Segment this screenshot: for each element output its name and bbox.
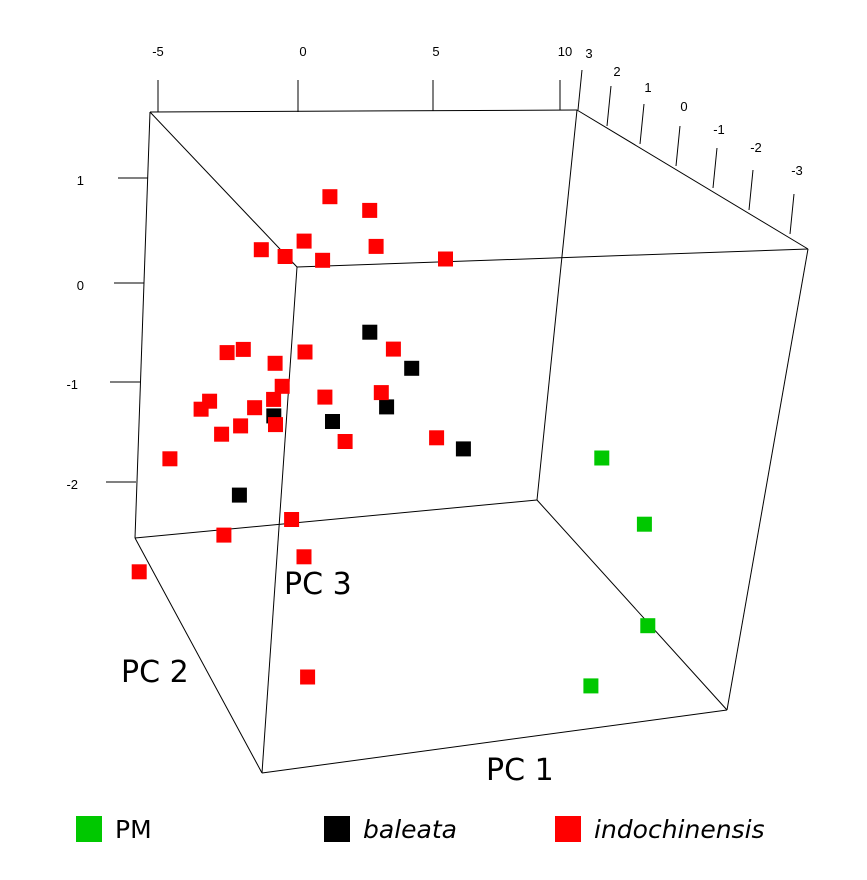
y-tick-mark (712, 147, 718, 189)
point-pm (594, 450, 610, 466)
point-indochinensis (385, 341, 401, 357)
tick-marks (106, 69, 795, 483)
box-edge (134, 111, 151, 539)
point-indochinensis (233, 418, 249, 434)
point-indochinensis (253, 242, 269, 258)
point-indochinensis (214, 426, 230, 442)
legend-swatch-pm (76, 816, 102, 842)
data-points (131, 189, 656, 694)
box-edge (149, 111, 298, 268)
point-indochinensis (193, 401, 209, 417)
point-indochinensis (296, 233, 312, 249)
point-indochinensis (162, 451, 178, 467)
point-indochinensis (235, 341, 251, 357)
point-pm (583, 678, 599, 694)
box-edge (134, 499, 538, 539)
y-tick-mark (606, 85, 612, 127)
y-tick-label: -1 (713, 122, 725, 137)
point-indochinensis (315, 252, 331, 268)
point-indochinensis (284, 512, 300, 527)
box-edge (536, 109, 578, 501)
point-indochinensis (277, 249, 293, 264)
point-indochinensis (266, 391, 282, 407)
point-baleata (455, 441, 471, 457)
point-indochinensis (368, 238, 384, 254)
point-indochinensis (362, 202, 378, 218)
axis-title-pc2: PC 2 (121, 655, 189, 690)
box-edge (576, 109, 809, 250)
y-tick-label: 1 (644, 80, 651, 95)
point-indochinensis (317, 389, 333, 405)
legend-label-baleata: baleata (363, 815, 457, 844)
y-tick-mark (639, 103, 645, 145)
point-indochinensis (322, 189, 338, 205)
box-edge (261, 709, 728, 774)
point-indochinensis (131, 564, 147, 580)
x-tick-label: 5 (432, 44, 439, 59)
point-indochinensis (429, 430, 445, 446)
axis-title-pc3: PC 3 (284, 567, 352, 602)
point-indochinensis (373, 385, 389, 401)
x-tick-label: -5 (152, 44, 164, 59)
box-edge (149, 109, 578, 113)
y-tick-mark (789, 193, 795, 235)
z-tick-label: -1 (66, 377, 78, 392)
legend-swatch-baleata (324, 816, 350, 842)
point-baleata (231, 487, 247, 503)
box-edge (296, 248, 809, 268)
point-indochinensis (337, 434, 353, 449)
y-tick-mark (577, 69, 583, 111)
box-edge (134, 537, 263, 774)
point-baleata (379, 399, 395, 415)
y-tick-label: -3 (791, 163, 803, 178)
point-indochinensis (297, 344, 313, 360)
y-tick-label: -2 (750, 140, 762, 155)
y-tick-mark (675, 125, 681, 167)
z-tick-label: 0 (77, 278, 84, 293)
box-edge (261, 266, 298, 774)
box-edge (726, 248, 809, 711)
y-tick-mark (748, 169, 754, 211)
z-tick-label: -2 (66, 477, 78, 492)
point-indochinensis (300, 669, 316, 685)
point-pm (640, 618, 656, 634)
tick-labels: -5 0 5 10 3 2 1 0 -1 -2 -3 1 0 -1 -2 (66, 44, 802, 492)
point-indochinensis (247, 400, 263, 416)
x-tick-label: 0 (299, 44, 306, 59)
y-tick-label: 2 (613, 64, 620, 79)
box-edge (536, 499, 728, 711)
point-baleata (362, 324, 378, 340)
point-indochinensis (216, 527, 232, 543)
z-tick-label: 1 (77, 173, 84, 188)
point-pm (636, 516, 652, 532)
axis-title-pc1: PC 1 (486, 753, 554, 788)
legend-label-pm: PM (115, 815, 152, 844)
legend-swatch-indochinensis (555, 816, 581, 842)
point-indochinensis (267, 355, 283, 371)
y-tick-label: 0 (680, 99, 687, 114)
x-tick-label: 10 (558, 44, 572, 59)
point-baleata (325, 414, 340, 429)
y-tick-label: 3 (585, 46, 592, 61)
point-indochinensis (296, 549, 312, 565)
point-indochinensis (268, 417, 283, 433)
point-baleata (404, 360, 420, 376)
point-indochinensis (438, 251, 453, 267)
point-indochinensis (274, 378, 290, 394)
legend-label-indochinensis: indochinensis (594, 815, 765, 844)
legend: PM baleata indochinensis (76, 815, 765, 844)
point-indochinensis (219, 345, 235, 361)
bounding-box (134, 109, 809, 774)
